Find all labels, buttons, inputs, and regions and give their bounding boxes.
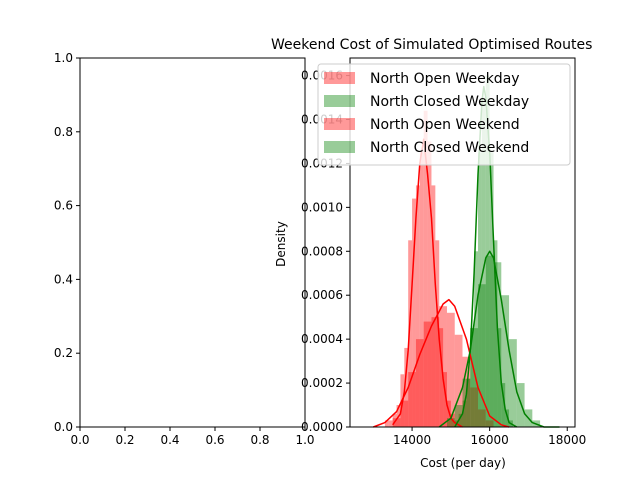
left-y-tick-label: 0.0: [54, 420, 73, 434]
histogram-bar: [423, 321, 432, 427]
legend-entry: North Open Weekday: [324, 71, 520, 87]
right-y-tick-label: 0.0010: [301, 200, 343, 214]
histogram-bar: [446, 312, 455, 427]
histogram-bar: [485, 75, 490, 428]
histogram-bar: [478, 409, 486, 427]
left-x-tick-label: 0.0: [70, 433, 89, 447]
histogram-bar: [489, 152, 494, 428]
left-y-tick-label: 0.4: [54, 272, 73, 286]
legend-label: North Closed Weekend: [370, 140, 529, 156]
right-y-tick-label: 0.0004: [301, 332, 343, 346]
left-y-tick-label: 1.0: [54, 51, 73, 65]
histogram-bar: [427, 141, 432, 427]
left-x-tick-label: 0.6: [205, 433, 224, 447]
histogram-bar: [466, 378, 471, 427]
histogram-bar: [439, 328, 444, 427]
histogram-bar: [509, 339, 517, 427]
histogram-bar: [462, 378, 471, 427]
histogram-bar: [415, 339, 424, 427]
right-histogram-axes: 14000 16000 18000 0.0000 0.0002 0.0004 0.0006…: [274, 57, 586, 470]
legend-label: North Open Weekend: [370, 117, 520, 133]
left-x-ticks: 0.0 0.2 0.4 0.6 0.8 1.0: [70, 427, 315, 447]
left-empty-axes: 0.0 0.2 0.4 0.6 0.8 1.0 0.0 0.2 0.4 0.6 0.8 1.0: [54, 51, 315, 447]
right-y-tick-label: 0.0000: [301, 420, 343, 434]
kde-line: [438, 250, 560, 428]
right-x-tick-label: 16000: [471, 433, 509, 447]
histogram-bar: [388, 420, 393, 427]
histogram-bar: [462, 400, 467, 427]
histogram-bar: [485, 255, 494, 427]
legend-label: North Open Weekday: [370, 71, 520, 87]
histogram-bar: [384, 420, 389, 427]
histogram-bar: [415, 185, 420, 427]
histogram-bar: [435, 240, 440, 427]
legend-swatch: [324, 72, 355, 84]
histogram-bar: [404, 347, 409, 427]
right-axes-frame: [349, 57, 576, 428]
histogram-bar: [497, 328, 502, 427]
histogram-bar: [392, 413, 397, 427]
histogram-bar: [443, 372, 447, 427]
histogram-bar: [400, 400, 409, 427]
legend-swatch: [324, 141, 355, 153]
right-x-tick-label: 18000: [548, 433, 586, 447]
histogram-bar: [454, 405, 463, 427]
chart-title: Weekend Cost of Simulated Optimised Rout…: [271, 37, 592, 53]
histogram-bar: [423, 110, 428, 427]
left-axes-frame: [79, 57, 306, 428]
histogram-marks: [373, 75, 560, 428]
left-x-tick-label: 1.0: [295, 433, 314, 447]
histogram-bar: [470, 328, 475, 427]
right-x-tick-label: 14000: [393, 433, 431, 447]
legend-swatch: [324, 118, 355, 130]
left-y-tick-label: 0.8: [54, 125, 73, 139]
legend-label: North Closed Weekday: [370, 94, 529, 110]
right-y-tick-label: 0.0002: [301, 376, 343, 390]
left-y-tick-label: 0.2: [54, 346, 73, 360]
right-y-tick-label: 0.0006: [301, 288, 343, 302]
histogram-bar: [412, 198, 416, 427]
histogram-bar: [478, 284, 486, 427]
histogram-bar: [470, 387, 479, 427]
legend-entry: North Closed Weekend: [324, 140, 529, 156]
x-axis-label: Cost (per day): [420, 456, 506, 470]
histogram-bar: [493, 240, 498, 427]
histogram-bar: [392, 418, 401, 427]
left-x-tick-label: 0.4: [160, 433, 179, 447]
histogram-bar: [501, 383, 506, 427]
kde-line: [392, 138, 463, 428]
histogram-bar: [485, 420, 494, 427]
histogram-bar: [481, 97, 486, 428]
legend-swatch: [324, 95, 355, 107]
histogram-bar: [446, 418, 455, 427]
histogram-bar: [408, 372, 416, 427]
legend-box: [317, 63, 571, 166]
left-x-tick-label: 0.8: [250, 433, 269, 447]
left-y-ticks: 0.0 0.2 0.4 0.6 0.8 1.0: [54, 51, 80, 434]
right-y-tick-label: 0.0008: [301, 244, 343, 258]
histogram-bar: [470, 328, 479, 427]
right-x-ticks: 14000 16000 18000: [393, 427, 586, 447]
left-y-tick-label: 0.6: [54, 199, 73, 213]
left-x-tick-label: 0.2: [115, 433, 134, 447]
histogram-bar: [431, 317, 440, 427]
legend: North Open Weekday North Closed Weekday No…: [317, 63, 571, 166]
histogram-bar: [454, 334, 463, 427]
histogram-bar: [501, 295, 510, 427]
histogram-bar: [431, 185, 436, 427]
legend-entry: North Open Weekend: [324, 117, 520, 133]
histogram-bar: [478, 152, 482, 428]
histogram-bar: [458, 413, 463, 427]
histogram-bar: [474, 251, 479, 427]
y-axis-label: Density: [274, 221, 288, 267]
legend-entry: North Closed Weekday: [324, 94, 529, 110]
legend-items: North Open Weekday North Closed Weekday No…: [324, 71, 529, 156]
kde-line: [373, 298, 510, 428]
histogram-bar: [493, 262, 502, 427]
histogram-bar: [439, 306, 447, 427]
histogram-bar: [419, 152, 424, 428]
histogram-bar: [408, 240, 413, 427]
